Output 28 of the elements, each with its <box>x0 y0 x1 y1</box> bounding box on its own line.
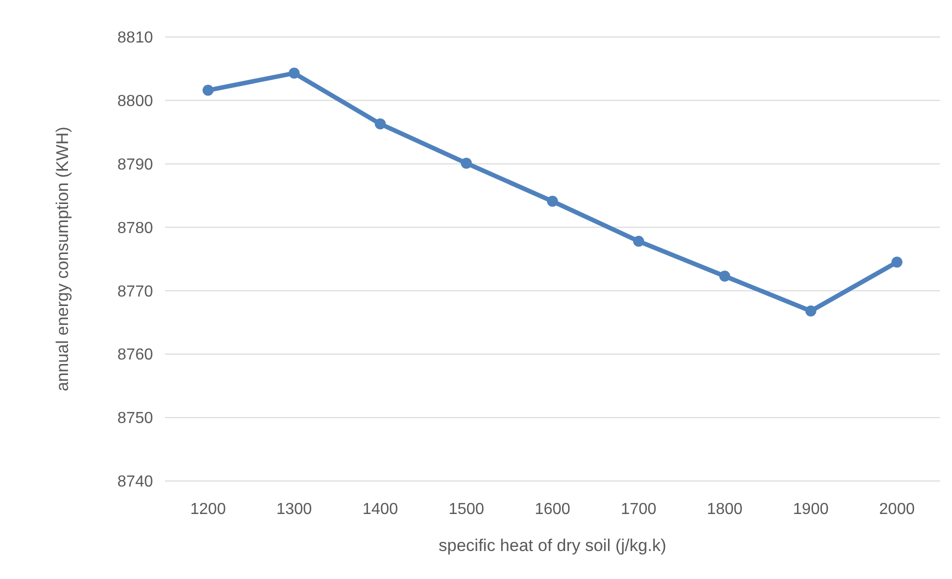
x-axis-title: specific heat of dry soil (j/kg.k) <box>438 536 666 555</box>
point <box>202 84 214 96</box>
point <box>374 118 386 130</box>
point <box>891 256 902 268</box>
point <box>460 158 472 169</box>
x-tick-label: 1200 <box>190 501 226 518</box>
x-tick-label: 1500 <box>448 501 484 518</box>
point <box>719 270 730 282</box>
y-tick-label: 8740 <box>117 474 154 491</box>
x-tick-label: 2000 <box>879 501 915 518</box>
point <box>288 68 300 79</box>
x-tick-label: 1300 <box>276 501 312 518</box>
x-tick-label: 1900 <box>793 501 829 518</box>
y-tick-label: 8800 <box>117 93 154 110</box>
y-tick-label: 8790 <box>117 156 154 174</box>
point <box>805 306 816 317</box>
y-tick-label: 8760 <box>117 346 154 364</box>
y-tick-label: 8780 <box>117 220 154 237</box>
y-tick-label: 8770 <box>117 283 154 300</box>
x-tick-label: 1600 <box>534 501 570 518</box>
y-tick-label: 8810 <box>117 30 154 47</box>
point <box>547 196 558 207</box>
x-tick-label: 1400 <box>362 501 398 518</box>
point <box>633 236 644 247</box>
x-tick-label: 1800 <box>706 501 743 518</box>
x-tick-label: 1700 <box>620 501 657 518</box>
y-tick-label: 8750 <box>117 410 154 428</box>
y-axis-title: annual energy consumption (KWH) <box>53 126 72 392</box>
